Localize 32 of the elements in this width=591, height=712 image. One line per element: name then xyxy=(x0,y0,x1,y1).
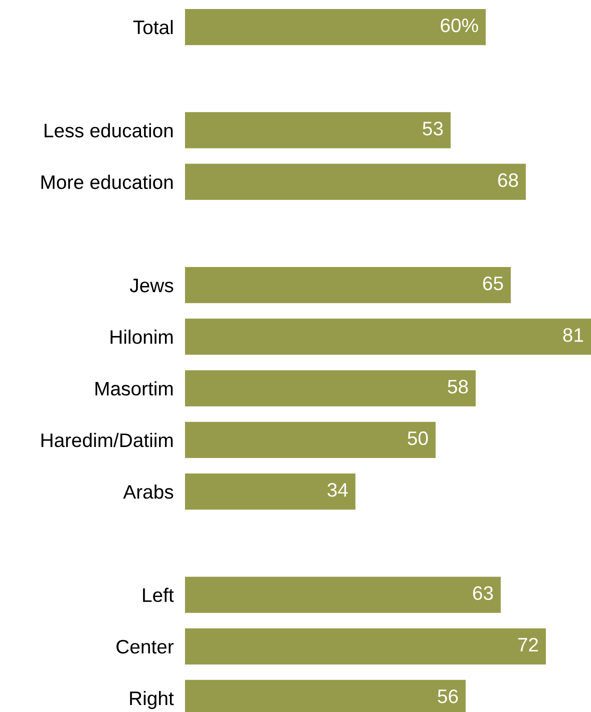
data-label: 68 xyxy=(498,173,518,188)
y-tick-label: Left xyxy=(143,588,174,602)
y-tick-label: Center xyxy=(116,640,174,654)
data-label: 58 xyxy=(448,380,468,394)
y-tick-label: Total xyxy=(133,20,173,34)
bar xyxy=(185,112,451,148)
bar xyxy=(185,576,501,613)
bar xyxy=(185,267,511,304)
y-tick-label: Arabs xyxy=(123,484,174,499)
data-label: 60% xyxy=(440,18,478,32)
y-tick-label: Less education xyxy=(44,123,173,138)
data-label: 50 xyxy=(408,431,428,446)
y-tick-label: Masortim xyxy=(96,381,173,396)
bar xyxy=(185,8,486,46)
y-tick-label: More education xyxy=(41,174,173,190)
data-label: 53 xyxy=(422,122,443,136)
y-tick-label: Right xyxy=(130,690,174,710)
y-tick-label: Hilonim xyxy=(110,330,173,344)
data-label: 72 xyxy=(518,638,538,652)
bar xyxy=(185,164,526,200)
bar xyxy=(185,422,436,458)
data-label: 63 xyxy=(473,586,493,600)
bar xyxy=(185,370,476,406)
data-label: 34 xyxy=(328,482,348,497)
bar xyxy=(185,628,546,664)
y-tick-label: Jews xyxy=(130,278,174,292)
data-label: 65 xyxy=(483,276,503,290)
data-label: 81 xyxy=(563,328,584,342)
bar xyxy=(185,318,591,355)
y-tick-label: Haredim/Datiim xyxy=(42,432,173,448)
bar xyxy=(185,473,356,510)
data-label: 56 xyxy=(438,689,458,704)
